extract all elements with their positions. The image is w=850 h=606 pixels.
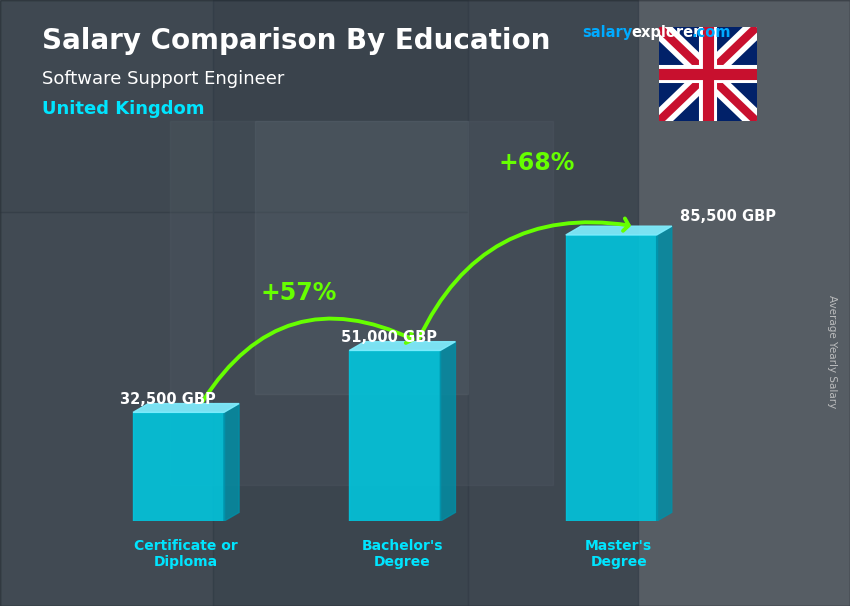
Text: +68%: +68%	[498, 151, 575, 175]
Text: Certificate or
Diploma: Certificate or Diploma	[134, 539, 238, 569]
Polygon shape	[440, 342, 456, 521]
Bar	[0, 0, 212, 606]
Text: Software Support Engineer: Software Support Engineer	[42, 70, 285, 88]
Bar	[0, 212, 468, 606]
Text: 51,000 GBP: 51,000 GBP	[341, 330, 437, 345]
Text: Bachelor's
Degree: Bachelor's Degree	[362, 539, 443, 569]
Bar	[170, 121, 552, 485]
Text: .com: .com	[692, 25, 731, 41]
Text: 85,500 GBP: 85,500 GBP	[681, 210, 776, 224]
Polygon shape	[657, 226, 672, 521]
Text: Average Yearly Salary: Average Yearly Salary	[827, 295, 837, 408]
Polygon shape	[224, 404, 239, 521]
Text: salary: salary	[582, 25, 632, 41]
Bar	[349, 350, 440, 521]
Polygon shape	[349, 342, 456, 350]
Text: 32,500 GBP: 32,500 GBP	[120, 392, 216, 407]
Bar	[255, 121, 468, 394]
Bar	[133, 412, 224, 521]
Text: explorer: explorer	[632, 25, 701, 41]
Text: Salary Comparison By Education: Salary Comparison By Education	[42, 27, 551, 55]
Text: +57%: +57%	[260, 281, 337, 305]
Text: United Kingdom: United Kingdom	[42, 100, 205, 118]
Bar	[212, 0, 638, 606]
Bar	[566, 235, 657, 521]
Text: Master's
Degree: Master's Degree	[586, 539, 652, 569]
Bar	[468, 0, 850, 606]
Bar	[0, 0, 468, 212]
Polygon shape	[133, 404, 239, 412]
Polygon shape	[566, 226, 672, 235]
